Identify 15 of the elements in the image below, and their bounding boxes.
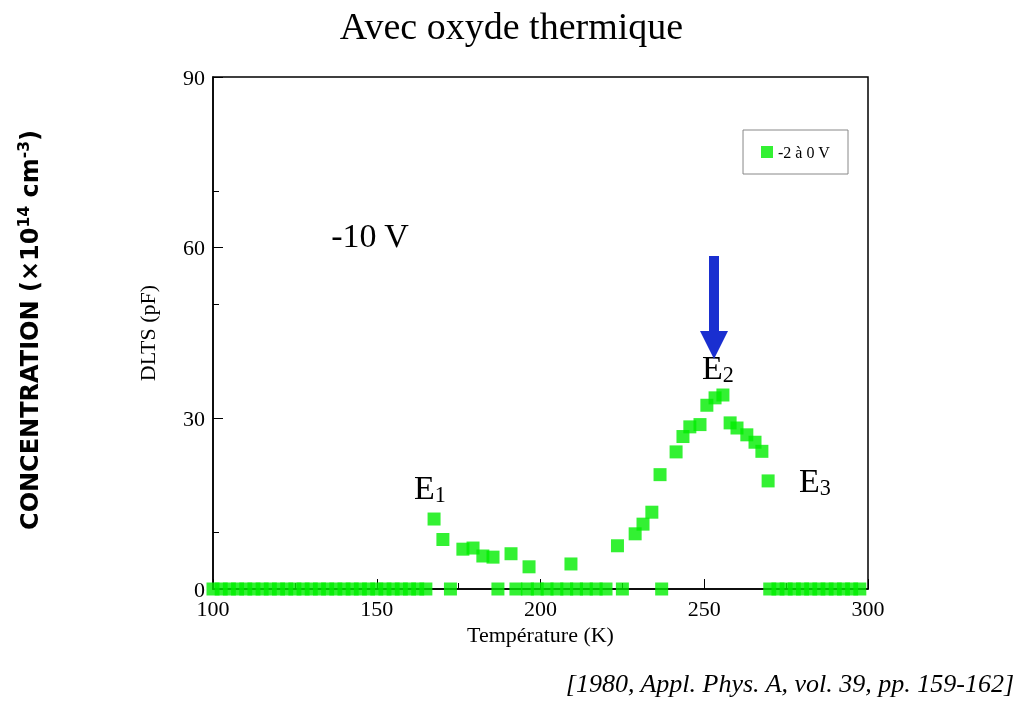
y-tick-label: 90 (183, 64, 205, 90)
y-axis-title: DLTS (pF) (134, 284, 160, 382)
annotation: -10 V (331, 216, 410, 254)
x-tick-label: 250 (687, 595, 721, 621)
text: [1980, Appl. Phys. A, vol. 39, pp. 159-162] (565, 668, 1015, 698)
legend-label: -2 à 0 V (778, 143, 831, 161)
x-tick-label: 200 (524, 595, 557, 621)
y-tick-label: 30 (183, 405, 205, 431)
y-tick-label: 60 (183, 235, 205, 261)
x-tick-label: 150 (360, 595, 394, 621)
y-tick-label: 0 (194, 576, 205, 602)
chart-title: Avec oxyde thermique (339, 5, 684, 47)
x-axis-title: Température (K) (467, 622, 614, 648)
x-tick-label: 300 (851, 595, 885, 621)
text: CONCENTRATION (×1014 cm-3) (15, 130, 44, 530)
